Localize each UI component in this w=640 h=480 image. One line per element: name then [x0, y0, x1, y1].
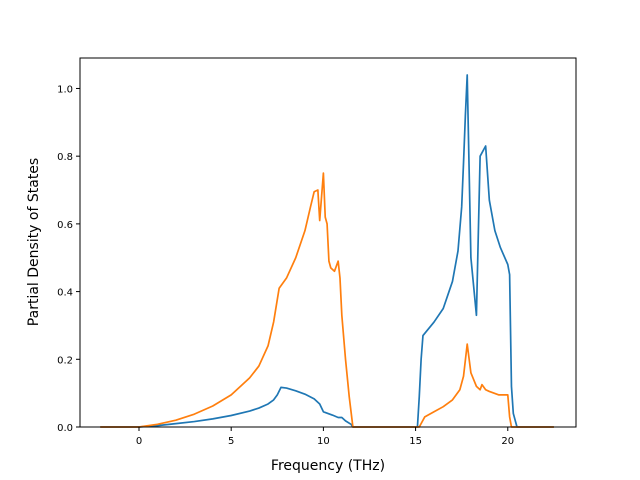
y-tick-label: 1.0 [57, 84, 73, 95]
x-tick-label: 5 [228, 436, 234, 447]
y-tick-label: 0.4 [57, 288, 73, 299]
x-axis-ticks: 0 5 10 15 20 [136, 427, 514, 447]
y-tick-label: 0.6 [57, 220, 73, 231]
axes-frame [79, 57, 577, 428]
plot-area [79, 57, 577, 428]
x-tick-label: 20 [501, 436, 514, 447]
y-tick-label: 0.0 [57, 423, 73, 434]
y-tick-label: 0.8 [57, 152, 73, 163]
x-axis-label: Frequency (THz) [271, 458, 385, 474]
x-tick-label: 15 [409, 436, 422, 447]
x-tick-label: 0 [136, 436, 142, 447]
y-tick-label: 0.2 [57, 355, 73, 366]
series-line-2 [100, 172, 554, 428]
y-axis-ticks: 0.0 0.2 0.4 0.6 0.8 1.0 [57, 84, 80, 434]
x-tick-label: 10 [317, 436, 330, 447]
y-axis-label: Partial Density of States [26, 158, 42, 326]
